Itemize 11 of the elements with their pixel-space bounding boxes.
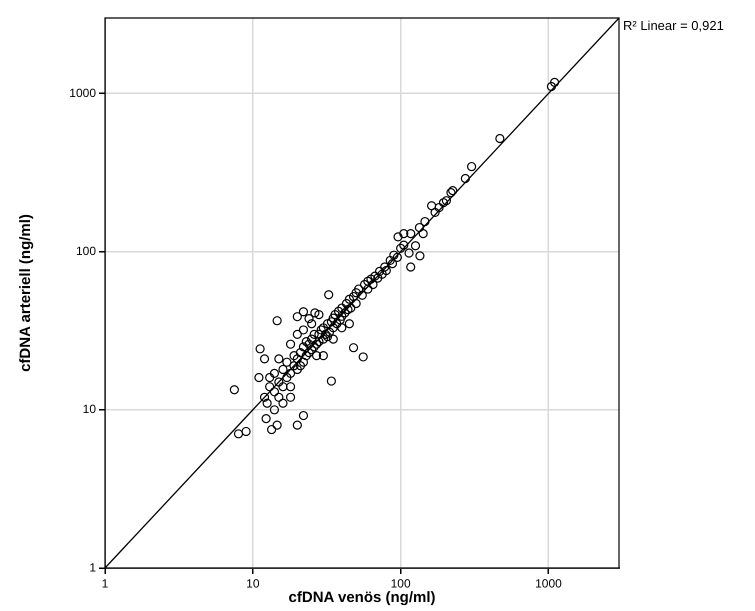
y-tick-label: 10 [82, 402, 96, 416]
x-tick-label: 10 [246, 576, 260, 591]
x-tick-label: 100 [390, 576, 411, 591]
x-axis-title: cfDNA venös (ng/ml) [288, 589, 436, 606]
y-tick-label: 100 [76, 244, 96, 258]
y-tick-label: 1000 [69, 86, 96, 100]
text: R² Linear = 0,921 [623, 18, 724, 34]
x-tick-label: 1000 [535, 576, 562, 591]
x-tick-label: 1 [102, 576, 109, 591]
y-tick-label: 1 [89, 560, 96, 574]
y-axis-title: cfDNA arteriell (ng/ml) [17, 214, 34, 372]
